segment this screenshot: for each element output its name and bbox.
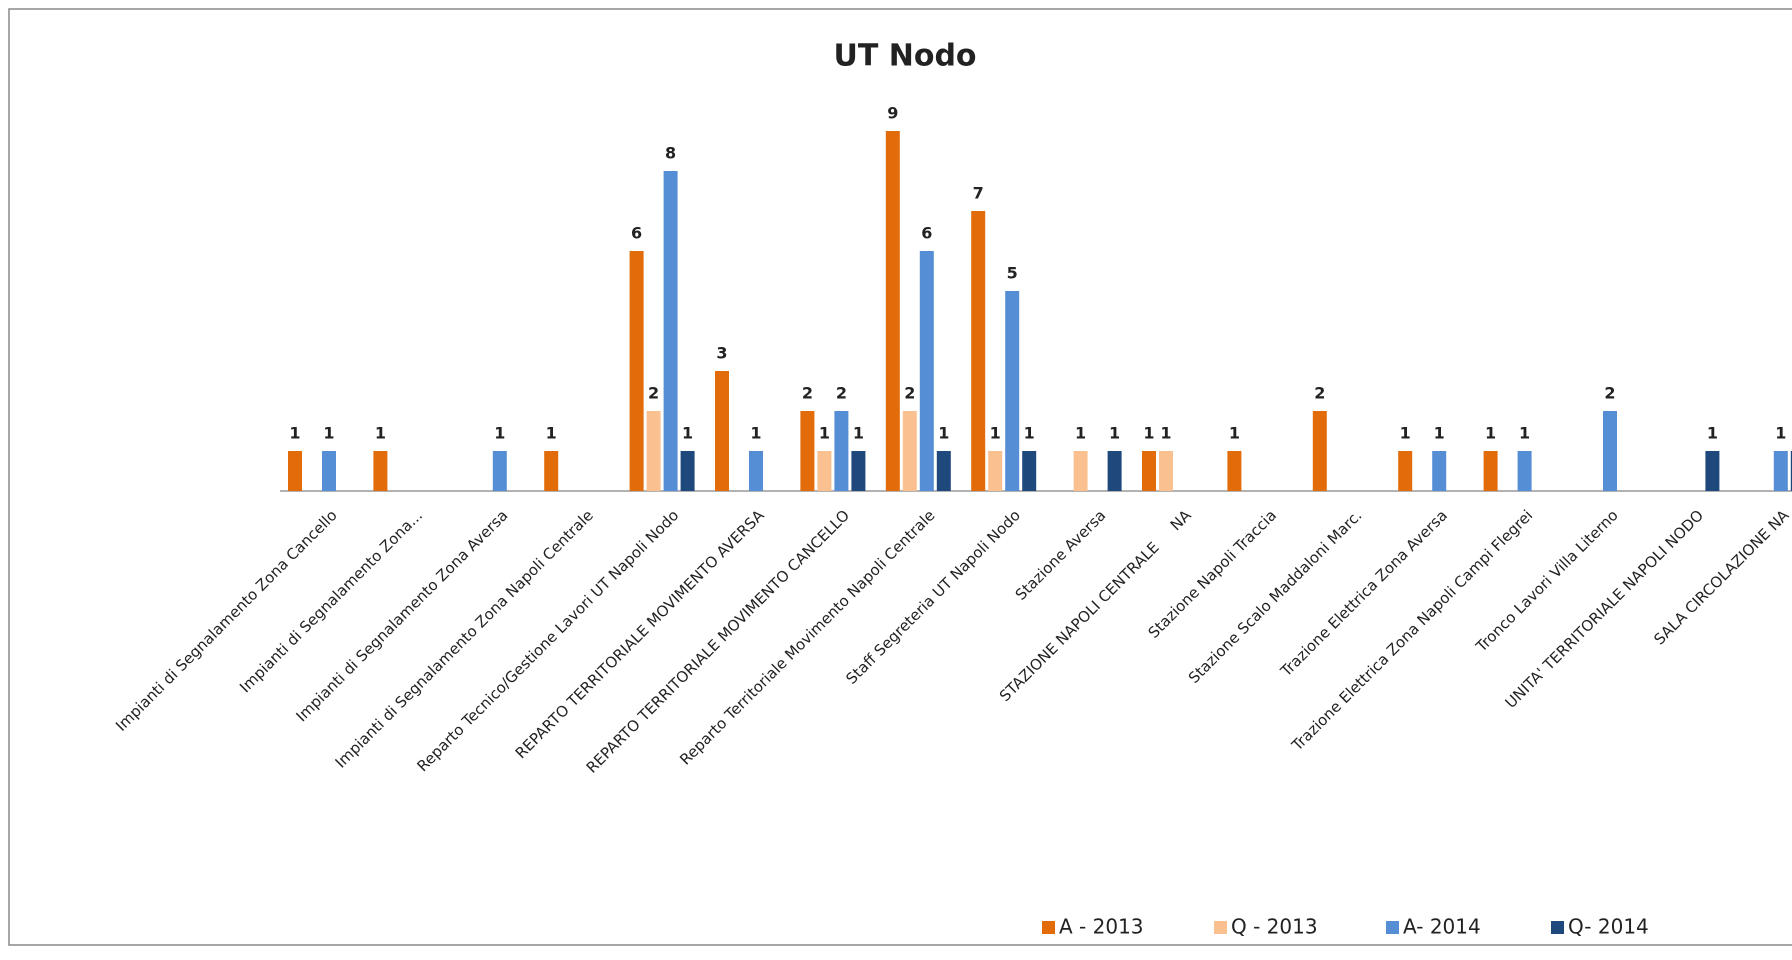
bar	[373, 451, 388, 491]
chart-frame	[8, 8, 1792, 946]
data-label: 1	[990, 424, 1001, 443]
bar	[544, 451, 559, 491]
bar	[1005, 291, 1020, 491]
bar	[680, 451, 695, 491]
bar	[715, 371, 729, 491]
bar	[902, 411, 917, 491]
x-tick-label: Tronco Lavori Villa Literno	[1472, 506, 1622, 656]
bar	[834, 411, 849, 491]
data-label: 2	[904, 384, 915, 403]
legend-label: A - 2013	[1059, 915, 1144, 939]
data-label: 1	[682, 424, 693, 443]
data-label: 1	[1485, 424, 1496, 443]
data-label: 1	[1519, 424, 1530, 443]
data-label: 8	[665, 144, 676, 163]
data-label: 1	[1434, 424, 1445, 443]
bar	[1022, 451, 1037, 491]
data-label: 1	[323, 424, 334, 443]
bar	[629, 251, 644, 491]
bar	[851, 451, 866, 491]
data-label: 9	[887, 104, 898, 123]
data-label: 1	[1229, 424, 1240, 443]
bar	[1705, 451, 1720, 491]
legend-label: Q- 2014	[1568, 915, 1649, 939]
data-label: 1	[938, 424, 949, 443]
bar	[1107, 451, 1122, 491]
legend-swatch	[1214, 921, 1227, 934]
data-label: 3	[716, 344, 727, 363]
data-label: 7	[973, 184, 984, 203]
data-label: 6	[631, 224, 642, 243]
data-label: 1	[546, 424, 557, 443]
bar	[1312, 411, 1327, 491]
legend-swatch	[1042, 921, 1055, 934]
x-tick-label: Impianti di Segnalamento Zona...	[236, 506, 426, 696]
data-label: 1	[1160, 424, 1171, 443]
data-label: 1	[1707, 424, 1718, 443]
x-tick-label: Trazione Elettrica Zona Aversa	[1276, 506, 1451, 681]
bar	[1773, 451, 1788, 491]
bar	[936, 451, 951, 491]
data-label: 2	[836, 384, 847, 403]
data-label: 5	[1007, 264, 1018, 283]
bar	[1073, 451, 1088, 491]
data-label: 1	[375, 424, 386, 443]
bar	[646, 411, 661, 491]
data-label: 2	[648, 384, 659, 403]
data-label: 1	[1024, 424, 1035, 443]
bar	[749, 451, 763, 491]
data-label: 2	[802, 384, 813, 403]
data-label: 1	[1075, 424, 1086, 443]
bar	[492, 451, 507, 491]
bar	[1603, 411, 1617, 491]
bar	[1159, 451, 1173, 491]
x-tick-label: Stazione Aversa	[1012, 506, 1110, 604]
data-label: 1	[289, 424, 300, 443]
data-label: 2	[1314, 384, 1325, 403]
bar	[1483, 451, 1498, 491]
data-label: 1	[1143, 424, 1154, 443]
bar	[663, 171, 678, 491]
legend-swatch	[1551, 921, 1564, 934]
x-tick-label: SALA CIRCOLAZIONE NA	[1650, 506, 1792, 649]
data-label: 1	[1109, 424, 1120, 443]
data-label: 1	[750, 424, 761, 443]
bar	[817, 451, 832, 491]
x-tick-label: STAZIONE NAPOLI CENTRALE NA	[996, 506, 1195, 705]
bar	[1790, 451, 1792, 491]
bar	[885, 131, 900, 491]
bar	[1227, 451, 1242, 491]
bar	[919, 251, 934, 491]
bar	[800, 411, 815, 491]
x-tick-label: Stazione Scalo Maddaloni Marc.	[1185, 506, 1366, 687]
data-label: 2	[1604, 384, 1615, 403]
legend-label: A- 2014	[1403, 915, 1481, 939]
chart-title: UT Nodo	[833, 39, 976, 74]
data-label: 6	[921, 224, 932, 243]
bar	[322, 451, 336, 491]
bar	[1398, 451, 1413, 491]
data-label: 1	[853, 424, 864, 443]
bar	[1517, 451, 1532, 491]
bar	[288, 451, 302, 491]
bar	[1432, 451, 1447, 491]
bar	[1142, 451, 1156, 491]
data-label: 1	[819, 424, 830, 443]
data-label: 1	[1775, 424, 1786, 443]
data-label: 1	[1400, 424, 1411, 443]
legend-label: Q - 2013	[1231, 915, 1318, 939]
bar	[988, 451, 1003, 491]
data-label: 1	[494, 424, 505, 443]
legend-swatch	[1386, 921, 1399, 934]
bar	[971, 211, 986, 491]
x-tick-label: Staff Segreteria UT Napoli Nodo	[842, 506, 1023, 687]
